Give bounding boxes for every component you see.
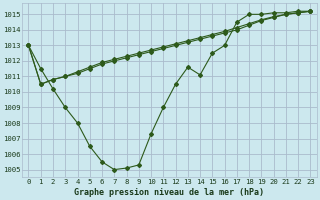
X-axis label: Graphe pression niveau de la mer (hPa): Graphe pression niveau de la mer (hPa) [75, 188, 264, 197]
